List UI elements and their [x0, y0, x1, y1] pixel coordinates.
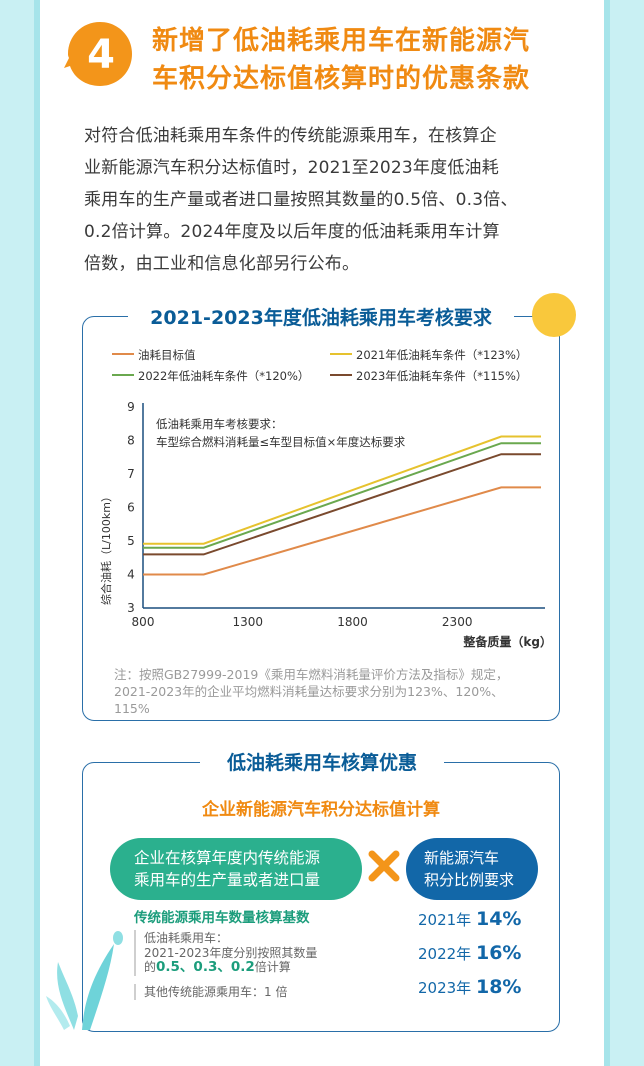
legend-item: 2022年低油耗车条件（*120%） [112, 369, 309, 383]
pill-line: 新能源汽车 [424, 849, 500, 867]
intro-line: 对符合低油耗乘用车条件的传统能源乘用车，在核算企 [84, 126, 497, 146]
intro-line: 业新能源汽车积分达标值时，2021至2023年度低油耗 [84, 158, 499, 178]
chart-lines [143, 435, 541, 576]
bracket-divider [134, 930, 136, 976]
low-consumption-label: 低油耗乘用车： [144, 931, 229, 945]
page-heading: 新增了低油耗乘用车在新能源汽 车积分达标值核算时的优惠条款 [152, 22, 572, 98]
ratio-year: 2021年 [418, 911, 472, 929]
y-tick-label: 8 [127, 434, 135, 448]
y-axis-label: 综合油耗（L/100km） [99, 491, 113, 605]
factor-prefix: 的 [144, 960, 157, 974]
credit-ratio-pill: 新能源汽车 积分比例要求 [406, 838, 538, 900]
fuel-consumption-line-chart: 3 4 5 6 7 8 9 800 1300 1800 2300 低油耗乘用车考核要求： 车型综合燃… [99, 400, 552, 649]
intro-line: 0.2倍计算。2024年度及以后年度的低油耗乘用车计算 [84, 222, 500, 242]
y-tick-label: 6 [127, 501, 135, 515]
ratio-row-2022: 2022年 16% [418, 942, 521, 964]
legend-label: 2021年低油耗车条件（*123%） [356, 348, 528, 362]
series-line [143, 435, 541, 545]
intro-paragraph: 对符合低油耗乘用车条件的传统能源乘用车，在核算企 业新能源汽车积分达标值时，20… [84, 120, 574, 280]
series-line [143, 453, 541, 556]
chart-axes [142, 403, 545, 609]
other-vehicles-note: 其他传统能源乘用车：1 倍 [144, 985, 288, 999]
y-tick-label: 4 [127, 568, 135, 582]
legend-item: 油耗目标值 [112, 348, 196, 362]
x-tick-label: 2300 [442, 615, 473, 629]
intro-line: 倍数，由工业和信息化部另行公布。 [84, 254, 360, 274]
legend-item: 2021年低油耗车条件（*123%） [330, 348, 527, 362]
water-splash-decoration [46, 931, 123, 1030]
base-title: 传统能源乘用车数量核算基数 [134, 910, 310, 926]
footnote-line: 2021-2023年的企业平均燃料消耗量达标要求分别为123%、120%、 [114, 684, 504, 699]
intro-line: 乘用车的生产量或者进口量按照其数量的0.5倍、0.3倍、 [84, 190, 518, 210]
pill-line: 企业在核算年度内传统能源 [134, 849, 321, 867]
pill-line: 积分比例要求 [424, 871, 515, 889]
legend-label: 2023年低油耗车条件（*115%） [356, 369, 528, 383]
y-tick-label: 9 [127, 400, 135, 414]
ratio-value: 18% [475, 976, 522, 998]
ratio-value: 14% [475, 908, 522, 930]
number-badge-icon: 4 [64, 22, 132, 86]
y-tick-label: 5 [127, 534, 135, 548]
bonus-subtitle: 企业新能源汽车积分达标值计算 [202, 800, 440, 820]
legend-item: 2023年低油耗车条件（*115%） [330, 369, 527, 383]
left-border-decoration [0, 0, 40, 1066]
badge-number: 4 [87, 32, 115, 78]
series-line [143, 486, 541, 576]
factor-suffix: 倍计算 [254, 960, 291, 974]
footnote-line: 115% [114, 701, 150, 716]
chart-ticks: 3 4 5 6 7 8 9 800 1300 1800 2300 [127, 400, 472, 629]
x-tick-label: 800 [132, 615, 155, 629]
series-line [143, 442, 541, 549]
x-tick-label: 1300 [232, 615, 263, 629]
ratio-value: 16% [475, 942, 522, 964]
multiply-icon [368, 850, 400, 882]
chart-annotation-line-2: 车型综合燃料消耗量≤车型目标值×年度达标要求 [156, 435, 406, 449]
heading-line-2: 车积分达标值核算时的优惠条款 [152, 64, 531, 94]
legend-label: 2022年低油耗车条件（*120%） [138, 369, 310, 383]
ratio-year: 2022年 [418, 945, 472, 963]
chart-footnote: 注：按照GB27999-2019《乘用车燃料消耗量评价方法及指标》规定， 202… [114, 666, 544, 717]
bonus-panel-title: 低油耗乘用车核算优惠 [200, 747, 444, 779]
ratio-row-2023: 2023年 18% [418, 976, 521, 998]
legend-swatch [330, 373, 352, 376]
factor-values: 0.5、0.3、0.2 [156, 959, 255, 975]
heading-line-1: 新增了低油耗乘用车在新能源汽 [152, 26, 531, 56]
x-axis-label: 整备质量（kg） [462, 634, 552, 649]
footnote-line: 注：按照GB27999-2019《乘用车燃料消耗量评价方法及指标》规定， [114, 667, 509, 682]
legend-label: 油耗目标值 [138, 348, 196, 362]
chart-annotation-line-1: 低油耗乘用车考核要求： [156, 417, 283, 431]
low-consumption-desc: 2021-2023年度分别按照其数量 [144, 946, 318, 960]
right-border-decoration [604, 0, 644, 1066]
ratio-row-2021: 2021年 14% [418, 908, 521, 930]
ratio-year: 2023年 [418, 979, 472, 997]
sun-decoration [532, 293, 576, 337]
legend-swatch [112, 373, 134, 376]
chart-panel-title: 2021-2023年度低油耗乘用车考核要求 [128, 302, 514, 334]
y-tick-label: 7 [127, 467, 135, 481]
bracket-divider [134, 984, 136, 1000]
legend-swatch [330, 352, 352, 355]
pill-line: 乘用车的生产量或者进口量 [134, 871, 321, 889]
legend-swatch [112, 352, 134, 355]
x-tick-label: 1800 [337, 615, 368, 629]
low-consumption-factors: 的0.5、0.3、0.2倍计算 [144, 960, 291, 975]
y-tick-label: 3 [127, 601, 135, 615]
production-volume-pill: 企业在核算年度内传统能源 乘用车的生产量或者进口量 [110, 838, 362, 900]
